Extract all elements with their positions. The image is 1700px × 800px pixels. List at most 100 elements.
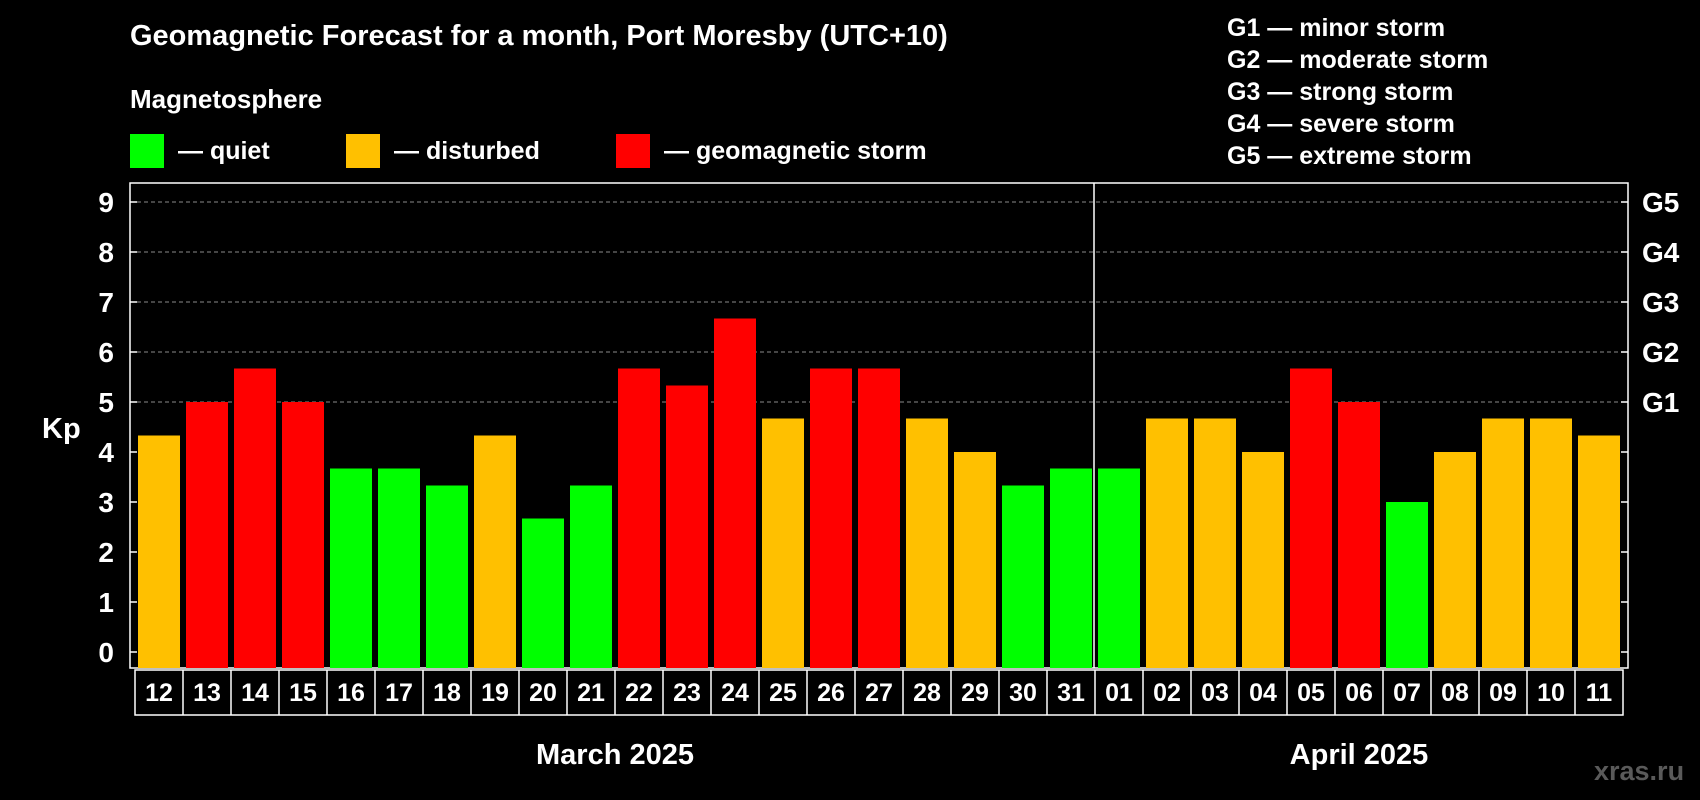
storm-scale-g5: G5 — extreme storm: [1227, 142, 1472, 170]
storm-scale-list: G1 — minor storm G2 — moderate storm G3 …: [1227, 12, 1488, 172]
legend-storm-swatch: [616, 134, 650, 168]
right-axis-label: G4: [1642, 237, 1680, 268]
bar-28: [906, 418, 948, 668]
legend-quiet-swatch: [130, 134, 164, 168]
x-tick-label: 20: [529, 679, 557, 707]
bar-18: [426, 485, 468, 668]
bar-05: [1290, 368, 1332, 668]
x-tick-label: 11: [1586, 679, 1613, 707]
y-axis-label: Kp: [42, 413, 81, 445]
x-tick-label: 26: [817, 679, 845, 707]
bar-01: [1098, 468, 1140, 668]
bar-21: [570, 485, 612, 668]
x-label-frame: [134, 669, 1624, 716]
x-tick-label: 25: [769, 679, 797, 707]
storm-scale-g1: G1 — minor storm: [1227, 14, 1446, 42]
storm-scale-g3: G3 — strong storm: [1227, 78, 1454, 106]
x-tick-label: 02: [1153, 679, 1181, 707]
x-tick-label: 13: [193, 679, 221, 707]
watermark: xras.ru: [1594, 756, 1685, 786]
bar-13: [186, 402, 228, 668]
legend-quiet: — quiet: [130, 134, 270, 168]
bar-10: [1530, 418, 1572, 668]
legend-storm-label: — geomagnetic storm: [664, 136, 927, 165]
x-tick-label: 01: [1105, 679, 1133, 707]
bar-23: [666, 385, 708, 668]
legend-disturbed-swatch: [346, 134, 380, 168]
storm-scale-g2: G2 — moderate storm: [1227, 46, 1489, 74]
bar-25: [762, 418, 804, 668]
x-tick-label: 17: [385, 679, 413, 707]
bar-04: [1242, 452, 1284, 668]
legend-disturbed: — disturbed: [346, 134, 540, 168]
right-axis-label: G2: [1642, 337, 1679, 368]
bar-02: [1146, 418, 1188, 668]
x-tick-label: 10: [1537, 679, 1565, 707]
bar-27: [858, 368, 900, 668]
right-axis-label: G1: [1642, 387, 1679, 418]
bar-30: [1002, 485, 1044, 668]
x-tick-label: 03: [1201, 679, 1229, 707]
x-tick-label: 31: [1057, 679, 1085, 707]
x-tick-label: 12: [145, 679, 173, 707]
x-tick-label: 22: [625, 679, 653, 707]
right-axis-label: G5: [1642, 187, 1679, 218]
y-tick-label: 0: [98, 637, 114, 668]
bar-20: [522, 518, 564, 668]
bar-26: [810, 368, 852, 668]
bar-24: [714, 318, 756, 668]
x-tick-label: 28: [913, 679, 941, 707]
bar-22: [618, 368, 660, 668]
bar-14: [234, 368, 276, 668]
x-tick-label: 07: [1393, 679, 1421, 707]
month-label: March 2025: [536, 739, 694, 771]
bar-31: [1050, 468, 1092, 668]
bar-29: [954, 452, 996, 668]
x-tick-label: 29: [961, 679, 989, 707]
x-tick-label: 09: [1489, 679, 1517, 707]
x-tick-label: 27: [865, 679, 893, 707]
y-tick-label: 3: [98, 487, 114, 518]
x-tick-label: 30: [1009, 679, 1037, 707]
x-tick-label: 21: [577, 679, 605, 707]
bar-08: [1434, 452, 1476, 668]
bar-11: [1578, 435, 1620, 668]
x-tick-label: 14: [241, 679, 269, 707]
bar-19: [474, 435, 516, 668]
legend-storm: — geomagnetic storm: [616, 134, 927, 168]
legend-quiet-label: — quiet: [178, 136, 270, 165]
chart-title: Geomagnetic Forecast for a month, Port M…: [130, 20, 948, 52]
y-tick-label: 1: [98, 587, 114, 618]
bar-06: [1338, 402, 1380, 668]
x-tick-label: 08: [1441, 679, 1469, 707]
bar-03: [1194, 418, 1236, 668]
month-label: April 2025: [1290, 739, 1429, 771]
x-tick-label: 05: [1297, 679, 1325, 707]
y-tick-label: 8: [98, 237, 114, 268]
y-tick-label: 6: [98, 337, 114, 368]
storm-scale-g4: G4 — severe storm: [1227, 110, 1455, 138]
y-tick-label: 4: [98, 437, 114, 468]
x-tick-label: 18: [433, 679, 461, 707]
x-tick-label: 24: [721, 679, 749, 707]
x-tick-label: 16: [337, 679, 365, 707]
y-tick-label: 9: [98, 187, 114, 218]
y-tick-label: 2: [98, 537, 114, 568]
legend-heading: Magnetosphere: [130, 84, 323, 114]
bar-07: [1386, 502, 1428, 668]
x-tick-label: 15: [289, 679, 317, 707]
legend-disturbed-label: — disturbed: [394, 136, 540, 165]
bar-15: [282, 402, 324, 668]
x-tick-label: 19: [481, 679, 509, 707]
right-axis-label: G3: [1642, 287, 1679, 318]
bar-16: [330, 468, 372, 668]
bar-09: [1482, 418, 1524, 668]
bar-12: [138, 435, 180, 668]
y-tick-label: 7: [98, 287, 114, 318]
bar-17: [378, 468, 420, 668]
x-tick-label: 23: [673, 679, 701, 707]
x-tick-label: 04: [1249, 679, 1277, 707]
y-tick-label: 5: [98, 387, 114, 418]
x-tick-label: 06: [1345, 679, 1373, 707]
